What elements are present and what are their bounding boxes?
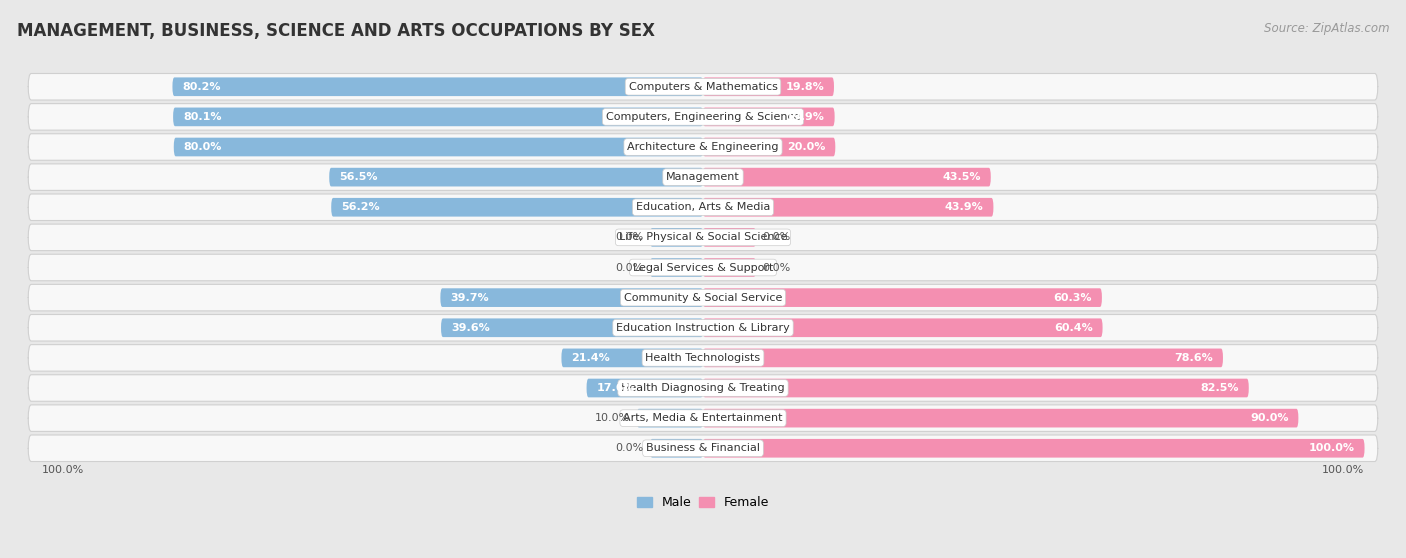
Text: 100.0%: 100.0%: [41, 465, 84, 475]
FancyBboxPatch shape: [703, 379, 1249, 397]
Text: Legal Services & Support: Legal Services & Support: [633, 262, 773, 272]
FancyBboxPatch shape: [329, 168, 703, 186]
Text: 10.0%: 10.0%: [595, 413, 630, 423]
FancyBboxPatch shape: [28, 345, 1378, 371]
Text: Life, Physical & Social Science: Life, Physical & Social Science: [619, 232, 787, 242]
FancyBboxPatch shape: [28, 375, 1378, 401]
Text: 39.6%: 39.6%: [451, 323, 489, 333]
Text: 56.5%: 56.5%: [339, 172, 378, 182]
Text: 20.0%: 20.0%: [787, 142, 825, 152]
Legend: Male, Female: Male, Female: [631, 491, 775, 514]
FancyBboxPatch shape: [703, 319, 1102, 337]
FancyBboxPatch shape: [28, 104, 1378, 130]
Text: 56.2%: 56.2%: [342, 202, 380, 212]
Text: MANAGEMENT, BUSINESS, SCIENCE AND ARTS OCCUPATIONS BY SEX: MANAGEMENT, BUSINESS, SCIENCE AND ARTS O…: [17, 22, 655, 40]
Text: 17.6%: 17.6%: [596, 383, 636, 393]
FancyBboxPatch shape: [703, 198, 994, 217]
FancyBboxPatch shape: [174, 138, 703, 156]
FancyBboxPatch shape: [28, 134, 1378, 160]
FancyBboxPatch shape: [703, 138, 835, 156]
Text: Health Technologists: Health Technologists: [645, 353, 761, 363]
FancyBboxPatch shape: [703, 439, 1365, 458]
FancyBboxPatch shape: [28, 405, 1378, 431]
FancyBboxPatch shape: [650, 439, 703, 458]
Text: 0.0%: 0.0%: [762, 262, 790, 272]
Text: Education Instruction & Library: Education Instruction & Library: [616, 323, 790, 333]
Text: 19.9%: 19.9%: [786, 112, 825, 122]
Text: 0.0%: 0.0%: [762, 232, 790, 242]
FancyBboxPatch shape: [650, 258, 703, 277]
Text: Arts, Media & Entertainment: Arts, Media & Entertainment: [623, 413, 783, 423]
FancyBboxPatch shape: [28, 435, 1378, 461]
Text: 43.5%: 43.5%: [942, 172, 981, 182]
FancyBboxPatch shape: [703, 349, 1223, 367]
Text: 0.0%: 0.0%: [616, 232, 644, 242]
Text: Health Diagnosing & Treating: Health Diagnosing & Treating: [621, 383, 785, 393]
FancyBboxPatch shape: [586, 379, 703, 397]
FancyBboxPatch shape: [703, 258, 756, 277]
Text: 80.1%: 80.1%: [183, 112, 222, 122]
FancyBboxPatch shape: [441, 319, 703, 337]
FancyBboxPatch shape: [703, 108, 835, 126]
FancyBboxPatch shape: [28, 74, 1378, 100]
FancyBboxPatch shape: [703, 168, 991, 186]
FancyBboxPatch shape: [650, 228, 703, 247]
FancyBboxPatch shape: [173, 78, 703, 96]
Text: 43.9%: 43.9%: [945, 202, 983, 212]
FancyBboxPatch shape: [28, 194, 1378, 220]
Text: 80.0%: 80.0%: [184, 142, 222, 152]
FancyBboxPatch shape: [637, 409, 703, 427]
Text: 21.4%: 21.4%: [571, 353, 610, 363]
FancyBboxPatch shape: [703, 288, 1102, 307]
FancyBboxPatch shape: [703, 78, 834, 96]
FancyBboxPatch shape: [332, 198, 703, 217]
Text: Source: ZipAtlas.com: Source: ZipAtlas.com: [1264, 22, 1389, 35]
FancyBboxPatch shape: [28, 285, 1378, 311]
FancyBboxPatch shape: [28, 224, 1378, 251]
Text: 78.6%: 78.6%: [1174, 353, 1213, 363]
Text: 60.4%: 60.4%: [1054, 323, 1092, 333]
FancyBboxPatch shape: [28, 164, 1378, 190]
Text: 100.0%: 100.0%: [1322, 465, 1365, 475]
Text: Computers, Engineering & Science: Computers, Engineering & Science: [606, 112, 800, 122]
FancyBboxPatch shape: [561, 349, 703, 367]
FancyBboxPatch shape: [440, 288, 703, 307]
Text: Community & Social Service: Community & Social Service: [624, 292, 782, 302]
Text: 19.8%: 19.8%: [786, 82, 824, 92]
Text: 100.0%: 100.0%: [1309, 443, 1354, 453]
Text: Computers & Mathematics: Computers & Mathematics: [628, 82, 778, 92]
FancyBboxPatch shape: [703, 228, 756, 247]
Text: 39.7%: 39.7%: [450, 292, 489, 302]
Text: Business & Financial: Business & Financial: [645, 443, 761, 453]
FancyBboxPatch shape: [703, 409, 1298, 427]
Text: 90.0%: 90.0%: [1250, 413, 1288, 423]
FancyBboxPatch shape: [28, 315, 1378, 341]
Text: 0.0%: 0.0%: [616, 443, 644, 453]
Text: 60.3%: 60.3%: [1053, 292, 1092, 302]
FancyBboxPatch shape: [173, 108, 703, 126]
FancyBboxPatch shape: [28, 254, 1378, 281]
Text: Education, Arts & Media: Education, Arts & Media: [636, 202, 770, 212]
Text: 0.0%: 0.0%: [616, 262, 644, 272]
Text: Management: Management: [666, 172, 740, 182]
Text: 82.5%: 82.5%: [1201, 383, 1239, 393]
Text: 80.2%: 80.2%: [183, 82, 221, 92]
Text: Architecture & Engineering: Architecture & Engineering: [627, 142, 779, 152]
